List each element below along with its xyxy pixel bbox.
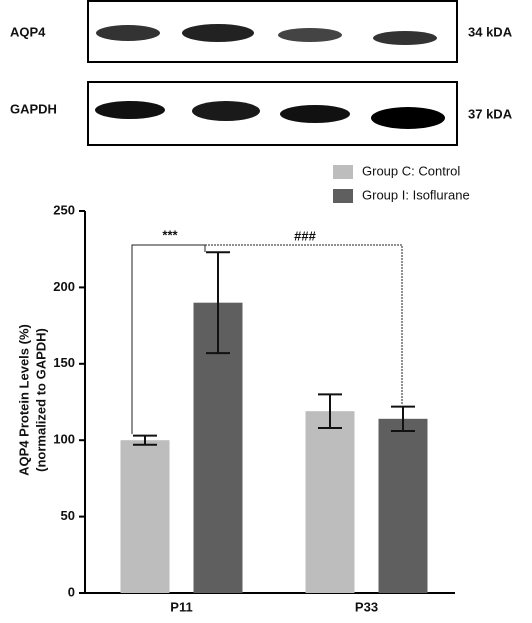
annotation: ### (294, 228, 316, 243)
blot-size: 37 kDA (468, 106, 513, 121)
blot-label: GAPDH (10, 101, 57, 116)
y-tick-label: 0 (68, 584, 75, 599)
blot (87, 0, 458, 146)
bracket (205, 244, 403, 405)
blot-label: AQP4 (10, 24, 46, 39)
y-tick-label: 250 (53, 202, 75, 217)
blot-size: 34 kDA (468, 24, 513, 39)
legend-swatch (333, 189, 353, 203)
y-axis-label: AQP4 Protein Levels (%) (16, 324, 31, 476)
legend-swatch (333, 165, 353, 179)
y-tick-label: 150 (53, 355, 75, 370)
x-tick-label: P33 (355, 599, 378, 614)
bracket (131, 244, 206, 434)
annotation: *** (162, 227, 178, 242)
legend-label: Group C: Control (362, 163, 460, 178)
y-tick-label: 50 (61, 508, 75, 523)
y-tick-label: 100 (53, 432, 75, 447)
bar (305, 411, 355, 593)
y-axis-label: (normalized to GAPDH) (33, 328, 48, 472)
bar (378, 418, 428, 593)
legend-label: Group I: Isoflurane (362, 187, 470, 202)
bar (120, 440, 170, 593)
y-tick-label: 200 (53, 279, 75, 294)
x-tick-label: P11 (170, 599, 192, 614)
